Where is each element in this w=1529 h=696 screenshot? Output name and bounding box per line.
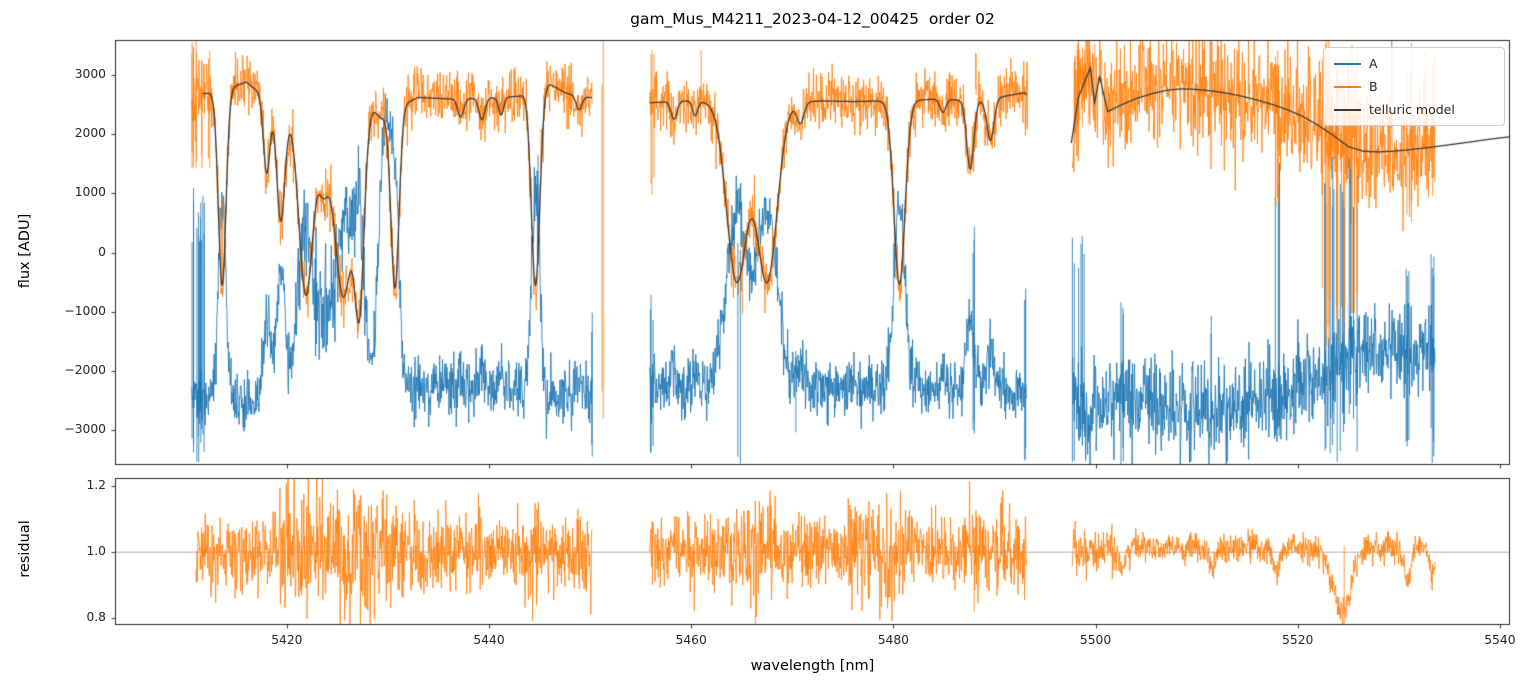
residual-tick-label: 1.2 — [86, 477, 106, 492]
x-tick-label: 5420 — [271, 633, 303, 647]
flux-tick-label: 3000 — [74, 66, 106, 81]
flux-axis-label: flux [ADU] — [17, 213, 33, 289]
residual-axis-label: residual — [17, 520, 33, 578]
residual-tick-label: 0.8 — [86, 610, 106, 625]
residual-tick-label: 1.0 — [86, 544, 106, 559]
flux-tick-label: −3000 — [64, 422, 106, 437]
legend-label: telluric model — [1369, 102, 1455, 117]
x-tick-label: 5480 — [877, 633, 909, 647]
plot-title: gam_Mus_M4211_2023-04-12_00425 order 02 — [630, 10, 995, 28]
legend-item-A: A — [1334, 55, 1494, 72]
legend-item-telluric-model: telluric model — [1334, 101, 1494, 118]
legend-label: A — [1369, 56, 1378, 71]
flux-tick-label: 2000 — [74, 126, 106, 141]
legend-swatch-A — [1334, 62, 1361, 65]
x-tick-label: 5540 — [1484, 633, 1516, 647]
x-tick-label: 5520 — [1282, 633, 1314, 647]
legend-swatch-telluric-model — [1334, 108, 1361, 111]
legend-label: B — [1369, 79, 1378, 94]
flux-tick-label: −2000 — [64, 362, 106, 377]
legend-swatch-B — [1334, 85, 1361, 88]
x-tick-label: 5500 — [1079, 633, 1112, 647]
flux-tick-label: −1000 — [64, 303, 106, 318]
flux-tick-label: 1000 — [74, 185, 106, 200]
wavelength-axis-label: wavelength [nm] — [750, 658, 875, 674]
x-tick-label: 5440 — [473, 633, 505, 647]
flux-tick-label: 0 — [98, 244, 106, 259]
legend-item-B: B — [1334, 78, 1494, 95]
x-tick-label: 5460 — [675, 633, 707, 647]
